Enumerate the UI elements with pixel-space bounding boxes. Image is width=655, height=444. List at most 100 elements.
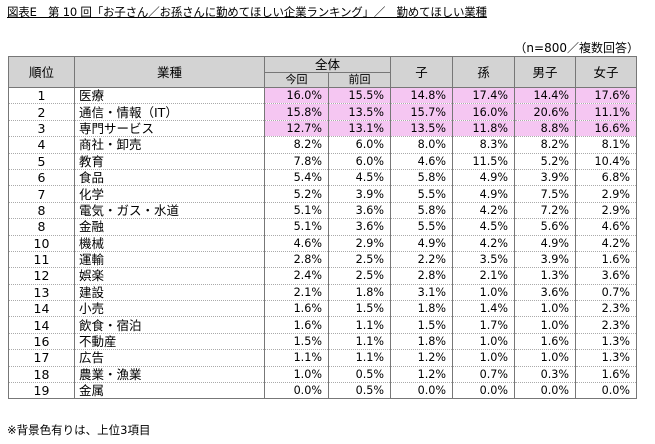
rank-cell: 5 (8, 152, 75, 170)
daughter-value-cell: 10.4% (575, 152, 638, 170)
previous-value-cell: 13.5% (327, 103, 392, 121)
son-value-cell: 8.2% (514, 136, 577, 154)
industry-cell: 農業・漁業 (74, 365, 265, 384)
industry-cell: 広告 (74, 349, 265, 367)
table-row: 18 農業・漁業 1.0% 0.5% 1.2% 0.7% 0.3% 1.6% (8, 365, 638, 384)
son-value-cell: 4.9% (514, 234, 577, 252)
daughter-value-cell: 2.9% (575, 185, 638, 203)
child-value-cell: 5.5% (390, 218, 454, 236)
son-value-cell: 7.2% (514, 201, 577, 220)
rank-cell: 19 (8, 382, 75, 400)
rank-cell: 2 (8, 103, 75, 121)
child-value-cell: 1.2% (390, 349, 454, 367)
table-row: 13 建設 2.1% 1.8% 3.1% 1.0% 3.6% 0.7% (8, 283, 638, 302)
industry-cell: 不動産 (74, 332, 265, 351)
daughter-value-cell: 3.6% (575, 267, 638, 285)
current-value-cell: 5.2% (264, 185, 329, 203)
child-value-cell: 15.7% (390, 103, 454, 121)
previous-value-cell: 0.5% (327, 365, 392, 384)
header-grandchild: 孫 (452, 56, 516, 88)
footnote: ※背景色有りは、上位3項目 (7, 423, 151, 437)
current-value-cell: 1.5% (264, 332, 329, 351)
current-value-cell: 1.0% (264, 365, 329, 384)
current-value-cell: 7.8% (264, 152, 329, 170)
current-value-cell: 2.4% (264, 267, 329, 285)
previous-value-cell: 2.5% (327, 250, 392, 269)
previous-value-cell: 3.6% (327, 201, 392, 220)
table-row: 4 商社・卸売 8.2% 6.0% 8.0% 8.3% 8.2% 8.1% (8, 136, 638, 154)
table-row: 8 金融 5.1% 3.6% 5.5% 4.5% 5.6% 4.6% (8, 218, 638, 236)
table-row: 3 専門サービス 12.7% 13.1% 13.5% 11.8% 8.8% 16.6% (8, 119, 638, 138)
son-value-cell: 5.2% (514, 152, 577, 170)
daughter-value-cell: 1.6% (575, 250, 638, 269)
child-value-cell: 5.8% (390, 168, 454, 187)
header-current: 今回 (264, 72, 329, 88)
ranking-table: 順位 業種 全体 子 孫 男子 女子 今回 前回 1 医療 16.0% 15.5% 14… (8, 56, 638, 400)
previous-value-cell: 1.1% (327, 349, 392, 367)
daughter-value-cell: 2.3% (575, 316, 638, 334)
industry-cell: 商社・卸売 (74, 136, 265, 154)
header-industry: 業種 (74, 56, 265, 88)
current-value-cell: 4.6% (264, 234, 329, 252)
grandchild-value-cell: 4.9% (452, 185, 516, 203)
son-value-cell: 1.0% (514, 300, 577, 318)
child-value-cell: 3.1% (390, 283, 454, 302)
daughter-value-cell: 16.6% (575, 119, 638, 138)
grandchild-value-cell: 0.7% (452, 365, 516, 384)
figure-title: 図表E 第 10 回「お子さん／お孫さんに勤めてほしい企業ランキング」／ 勤めて… (7, 5, 487, 19)
ranking-table-body: 1 医療 16.0% 15.5% 14.8% 17.4% 14.4% 17.6% 2 通信・情報（… (8, 86, 638, 400)
table-row: 16 不動産 1.5% 1.1% 1.8% 1.0% 1.6% 1.3% (8, 332, 638, 351)
son-value-cell: 5.6% (514, 218, 577, 236)
grandchild-value-cell: 2.1% (452, 267, 516, 285)
child-value-cell: 1.2% (390, 365, 454, 384)
industry-cell: 建設 (74, 283, 265, 302)
previous-value-cell: 3.9% (327, 185, 392, 203)
current-value-cell: 16.0% (264, 86, 329, 105)
table-row: 19 金属 0.0% 0.5% 0.0% 0.0% 0.0% 0.0% (8, 382, 638, 400)
grandchild-value-cell: 11.5% (452, 152, 516, 170)
industry-cell: 食品 (74, 168, 265, 187)
daughter-value-cell: 6.8% (575, 168, 638, 187)
header-daughter: 女子 (575, 56, 638, 88)
industry-cell: 娯楽 (74, 267, 265, 285)
grandchild-value-cell: 3.5% (452, 250, 516, 269)
child-value-cell: 1.5% (390, 316, 454, 334)
current-value-cell: 12.7% (264, 119, 329, 138)
previous-value-cell: 15.5% (327, 86, 392, 105)
current-value-cell: 2.1% (264, 283, 329, 302)
child-value-cell: 13.5% (390, 119, 454, 138)
table-row: 2 通信・情報（IT） 15.8% 13.5% 15.7% 16.0% 20.6% 11.1% (8, 103, 638, 121)
child-value-cell: 2.8% (390, 267, 454, 285)
table-row: 11 運輸 2.8% 2.5% 2.2% 3.5% 3.9% 1.6% (8, 250, 638, 269)
child-value-cell: 8.0% (390, 136, 454, 154)
rank-cell: 1 (8, 86, 75, 105)
table-row: 14 小売 1.6% 1.5% 1.8% 1.4% 1.0% 2.3% (8, 300, 638, 318)
son-value-cell: 7.5% (514, 185, 577, 203)
grandchild-value-cell: 1.0% (452, 332, 516, 351)
rank-cell: 10 (8, 234, 75, 252)
current-value-cell: 0.0% (264, 382, 329, 400)
daughter-value-cell: 2.9% (575, 201, 638, 220)
son-value-cell: 0.3% (514, 365, 577, 384)
header-overall: 全体 (263, 56, 392, 73)
rank-cell: 8 (8, 201, 75, 220)
header-rank: 順位 (8, 56, 75, 88)
daughter-value-cell: 4.2% (575, 234, 638, 252)
grandchild-value-cell: 1.7% (452, 316, 516, 334)
table-row: 12 娯楽 2.4% 2.5% 2.8% 2.1% 1.3% 3.6% (8, 267, 638, 285)
daughter-value-cell: 17.6% (575, 86, 638, 105)
previous-value-cell: 2.5% (327, 267, 392, 285)
child-value-cell: 2.2% (390, 250, 454, 269)
industry-cell: 小売 (74, 300, 265, 318)
previous-value-cell: 1.1% (327, 332, 392, 351)
previous-value-cell: 1.8% (327, 283, 392, 302)
previous-value-cell: 6.0% (327, 136, 392, 154)
table-row: 17 広告 1.1% 1.1% 1.2% 1.0% 1.0% 1.3% (8, 349, 638, 367)
rank-cell: 6 (8, 168, 75, 187)
table-row: 14 飲食・宿泊 1.6% 1.1% 1.5% 1.7% 1.0% 2.3% (8, 316, 638, 334)
current-value-cell: 1.6% (264, 316, 329, 334)
daughter-value-cell: 4.6% (575, 218, 638, 236)
previous-value-cell: 4.5% (327, 168, 392, 187)
daughter-value-cell: 0.7% (575, 283, 638, 302)
current-value-cell: 15.8% (264, 103, 329, 121)
